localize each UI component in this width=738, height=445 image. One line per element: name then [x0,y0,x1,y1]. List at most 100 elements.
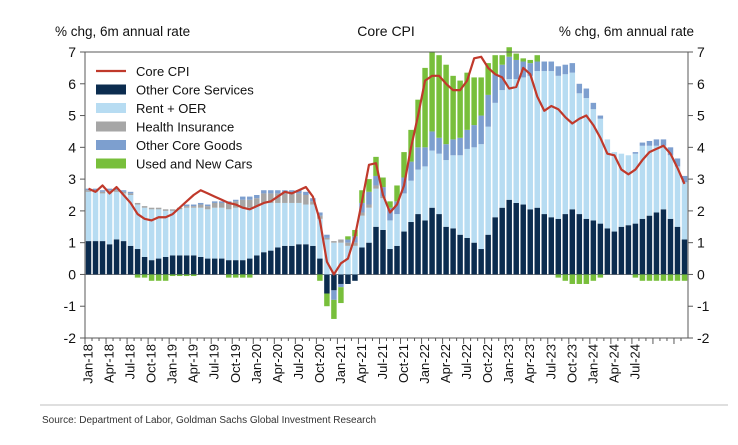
x-tick-label-21: Apr-23 [522,344,537,383]
bar-other-core-services-75 [611,231,618,275]
bar-rent-oer-42 [380,198,386,230]
bar-other-core-services-77 [625,225,632,275]
bar-other-core-services-61 [513,202,519,275]
bar-rent-oer-2 [99,193,106,242]
bar-other-core-services-56 [478,249,484,275]
bar-other-core-goods-44 [394,201,400,215]
bar-other-core-goods-2 [99,190,106,192]
y-tick-label-left-2: 2 [68,203,76,219]
bar-other-core-services-9 [148,260,155,275]
bar-rent-oer-21 [233,207,239,261]
bar-rent-oer-43 [387,220,393,250]
x-tick-label-24: Jan-24 [585,344,600,384]
bar-other-core-services-50 [436,214,442,275]
bar-other-core-services-81 [653,212,660,275]
bar-health-insurance-7 [134,202,141,205]
bar-used-and-new-cars-69 [569,274,576,284]
bar-other-core-goods-51 [443,144,449,161]
y-tick-label-left-1: 1 [68,235,76,251]
bar-rent-oer-17 [204,209,211,259]
bar-other-core-goods-57 [485,94,491,127]
bar-other-core-goods-73 [597,115,604,119]
bar-used-and-new-cars-36 [338,287,344,304]
bar-other-core-goods-15 [190,204,197,207]
bar-rent-oer-59 [499,90,505,208]
bar-other-core-services-10 [155,258,162,275]
x-tick-label-19: Oct-22 [480,344,495,383]
bar-used-and-new-cars-78 [632,274,639,278]
y-tick-label-left--1: -1 [64,298,77,314]
y-tick-label-left-6: 6 [68,76,76,92]
bar-rent-oer-68 [562,74,569,215]
bar-health-insurance-20 [226,202,232,210]
x-tick-label-22: Jul-23 [543,344,558,379]
bar-other-core-goods-43 [387,207,393,221]
bar-rent-oer-20 [226,209,232,261]
x-tick-label-15: Oct-21 [396,344,411,383]
bar-rent-oer-0 [85,191,92,242]
bar-rent-oer-45 [401,193,407,232]
bar-other-core-goods-24 [254,195,260,199]
bar-health-insurance-8 [141,206,148,208]
bar-other-core-goods-41 [373,175,379,186]
bar-other-core-goods-23 [247,196,253,200]
bar-other-core-goods-22 [240,196,246,200]
bar-health-insurance-0 [85,190,92,192]
bar-rent-oer-50 [436,153,442,215]
bar-other-core-goods-66 [548,61,555,72]
bar-other-core-services-35 [331,274,337,291]
bar-used-and-new-cars-71 [583,274,590,284]
bar-health-insurance-4 [113,190,120,192]
bar-other-core-services-12 [169,255,176,275]
bar-rent-oer-57 [485,126,491,235]
bar-rent-oer-61 [513,79,519,203]
bar-other-core-services-76 [618,226,625,275]
core-cpi-line [88,55,686,276]
bar-health-insurance-11 [162,209,169,211]
bar-other-core-services-55 [471,242,477,275]
bar-health-insurance-2 [99,191,106,194]
bar-health-insurance-25 [261,193,267,203]
bar-used-and-new-cars-20 [226,274,232,278]
bar-health-insurance-41 [373,185,379,189]
bar-used-and-new-cars-72 [590,274,597,281]
bar-other-core-goods-29 [289,190,295,194]
bar-other-core-goods-39 [359,202,365,213]
bar-other-core-services-37 [345,274,351,284]
bar-other-core-goods-84 [674,158,681,167]
bar-used-and-new-cars-63 [527,59,533,64]
y-tick-label-left-7: 7 [68,44,76,60]
bar-other-core-goods-30 [296,190,302,194]
x-tick-label-3: Oct-18 [144,344,159,383]
bar-other-core-services-66 [548,217,555,275]
bar-health-insurance-40 [366,204,372,208]
bar-health-insurance-39 [359,212,365,216]
bar-rent-oer-11 [162,210,169,257]
bar-other-core-services-18 [211,258,218,275]
bar-other-core-goods-70 [576,83,583,94]
bar-used-and-new-cars-61 [513,53,519,60]
bar-rent-oer-56 [478,144,484,250]
bar-other-core-services-30 [296,244,302,275]
axes: -2 -2 -1 -1 0 0 1 1 2 2 3 3 4 4 5 5 6 6 7 7 Jan-18 Apr-18 Jul-… [64,44,710,384]
x-tick-label-25: Apr-24 [606,344,621,383]
bar-rent-oer-60 [506,79,512,200]
bar-used-and-new-cars-21 [233,274,239,278]
bar-rent-oer-33 [317,218,323,259]
bar-rent-oer-14 [183,207,190,256]
bar-other-core-goods-82 [660,139,667,146]
bar-health-insurance-35 [331,241,337,243]
bar-health-insurance-9 [148,207,155,210]
bar-other-core-services-0 [85,241,92,275]
bar-used-and-new-cars-85 [681,274,688,281]
bar-other-core-services-42 [380,229,386,275]
bar-rent-oer-37 [345,245,351,275]
x-tick-label-16: Jan-22 [417,344,432,384]
x-tick-label-20: Jan-23 [501,344,516,384]
bar-other-core-services-13 [176,255,183,275]
bar-other-core-services-43 [387,249,393,275]
bar-used-and-new-cars-80 [646,274,653,281]
y-tick-label-right-3: 3 [697,171,705,187]
bar-used-and-new-cars-57 [485,63,491,95]
